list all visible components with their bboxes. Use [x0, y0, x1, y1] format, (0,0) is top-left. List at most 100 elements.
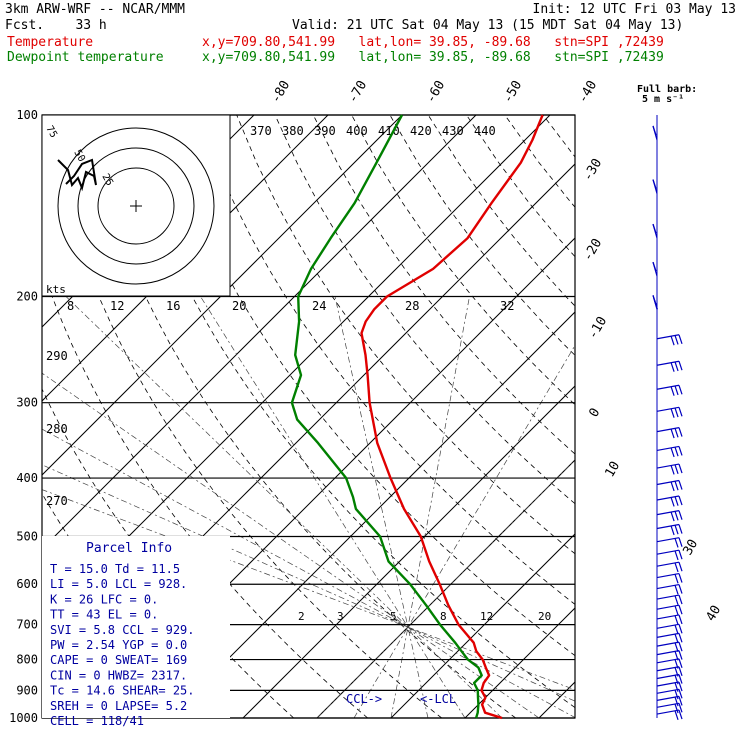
dry-adiabat: [236, 115, 575, 555]
dewpoint-legend-label: Dewpoint temperature: [7, 50, 164, 65]
wind-barb-feather: [678, 561, 683, 572]
wind-barb-feather: [678, 650, 683, 660]
dry-adiabat: [42, 266, 368, 718]
wind-barb-feather: [670, 511, 675, 522]
dry-adiabat: [427, 115, 575, 307]
theta-e-label-390: 390: [314, 124, 336, 138]
wind-barb-feather: [678, 550, 683, 560]
hodograph-ring: [77, 147, 195, 265]
moist-adiabat: [200, 296, 466, 718]
mixing-ratio-label-28: 28: [405, 299, 419, 313]
parcel-info-row: SVI = 5.8 CCL = 929.: [50, 623, 195, 637]
hodograph-ring: [97, 167, 175, 245]
wind-barb-feather: [670, 428, 675, 439]
isotherm-label-m50: -50: [500, 78, 525, 106]
parcel-info-row: CAPE = 0 SWEAT= 169: [50, 653, 187, 667]
init-time: Init: 12 UTC Fri 03 May 13: [532, 2, 737, 17]
dry-adiabat: [658, 115, 740, 718]
dry-adiabat: [198, 115, 575, 605]
wind-barb-feather: [678, 689, 683, 699]
wind-barb-feather: [670, 525, 675, 536]
plot-frame: [41, 114, 576, 719]
wind-barb-feather: [674, 407, 679, 418]
dry-adiabat: [121, 115, 575, 709]
isotherm-label-10: 10: [602, 459, 623, 480]
pressure-label-500: 500: [16, 529, 38, 543]
isotherm-label-m30: -30: [580, 156, 605, 184]
mixing-ratio-label-8: 8: [67, 299, 74, 313]
pressure-label-900: 900: [16, 683, 38, 697]
wind-barb-feather: [674, 624, 679, 635]
hodograph-ring: [57, 127, 215, 285]
mixing-ratio-low-label-20: 20: [538, 610, 551, 623]
isotherm-label-30: 30: [680, 537, 701, 558]
wind-barb-feather: [670, 497, 675, 507]
pressure-label-600: 600: [16, 577, 38, 591]
mixing-ratio-label-12: 12: [110, 299, 124, 313]
isotherm-line: [316, 459, 575, 718]
dry-adiabat-label-270: 270: [46, 494, 68, 508]
wind-barb-feather: [678, 641, 683, 652]
ccl-annotation: CCL->: [346, 692, 382, 706]
dry-adiabat-label-280: 280: [46, 422, 68, 436]
theta-e-label-440: 440: [474, 124, 496, 138]
wind-barb-feather: [678, 681, 683, 692]
wind-barb-feather: [670, 481, 675, 492]
wind-barb-feather: [674, 538, 679, 548]
wind-barb-feather: [678, 495, 683, 506]
isotherm-label-m20: -20: [580, 236, 605, 264]
wind-barb-feather: [678, 407, 683, 417]
wind-barb-feather: [674, 682, 679, 692]
wind-barb-feather: [678, 594, 683, 605]
wind-barb-feather: [678, 633, 683, 643]
valid-time: Valid: 21 UTC Sat 04 May 13 (15 MDT Sat …: [292, 18, 684, 33]
dry-adiabat-label-290: 290: [46, 349, 68, 363]
mixing-ratio-low-label-2: 2: [298, 610, 305, 623]
wind-barb-feather: [674, 696, 679, 707]
dry-adiabat: [542, 115, 575, 158]
theta-e-label-380: 380: [282, 124, 304, 138]
wind-barb-feather: [674, 511, 679, 521]
wind-barb-feather: [670, 447, 675, 458]
isotherm-label-0: 0: [586, 406, 603, 420]
wind-barb-feather: [678, 427, 683, 437]
barb-legend-line-1: Full barb:: [637, 84, 698, 95]
isotherm-line: [42, 115, 403, 476]
hodograph-unit-label: kts: [46, 283, 66, 296]
wind-barb-feather: [678, 674, 683, 684]
wind-barb-feather: [674, 525, 679, 535]
wind-barb-feather: [674, 605, 679, 616]
wind-barb-feather: [670, 408, 675, 418]
wind-barb-feather: [678, 604, 683, 615]
wind-barb-feather: [678, 446, 683, 456]
dry-adiabat: [159, 115, 575, 657]
dewpoint-line: [290, 114, 483, 719]
wind-barb-feather: [678, 463, 683, 474]
mixing-ratio-label-32: 32: [500, 299, 514, 313]
theta-e-label-370: 370: [250, 124, 272, 138]
dry-adiabat: [504, 115, 575, 208]
wind-barb-feather: [678, 334, 683, 344]
wind-barb-feather: [674, 481, 679, 491]
wind-barb-feather: [678, 510, 683, 520]
pressure-label-800: 800: [16, 653, 38, 667]
mixing-ratio-low-label-5: 5: [390, 610, 397, 623]
model-title: 3km ARW-WRF -- NCAR/MMM: [5, 2, 186, 17]
barb-legend-line-2: 5 m s⁻¹: [642, 94, 685, 105]
wind-barb-feather: [678, 361, 683, 371]
isotherm-label-m70: -70: [345, 78, 370, 106]
wind-barb-feather: [652, 125, 657, 136]
wind-barb-feather: [678, 584, 683, 594]
pressure-label-1000: 1000: [9, 711, 38, 725]
wind-barb-feather: [674, 562, 679, 573]
wind-barb-feather: [678, 537, 683, 547]
parcel-panel-bg: [42, 536, 230, 718]
theta-e-label-400: 400: [346, 124, 368, 138]
mixing-ratio-low-label-12: 12: [480, 610, 493, 623]
pressure-label-300: 300: [16, 396, 38, 410]
isotherm-label-m80: -80: [268, 78, 293, 106]
wind-barb-feather: [670, 336, 675, 346]
mixing-ratio-label-20: 20: [232, 299, 246, 313]
parcel-info-row: T = 15.0 Td = 11.5: [50, 562, 180, 576]
wind-barb-feather: [678, 696, 683, 706]
